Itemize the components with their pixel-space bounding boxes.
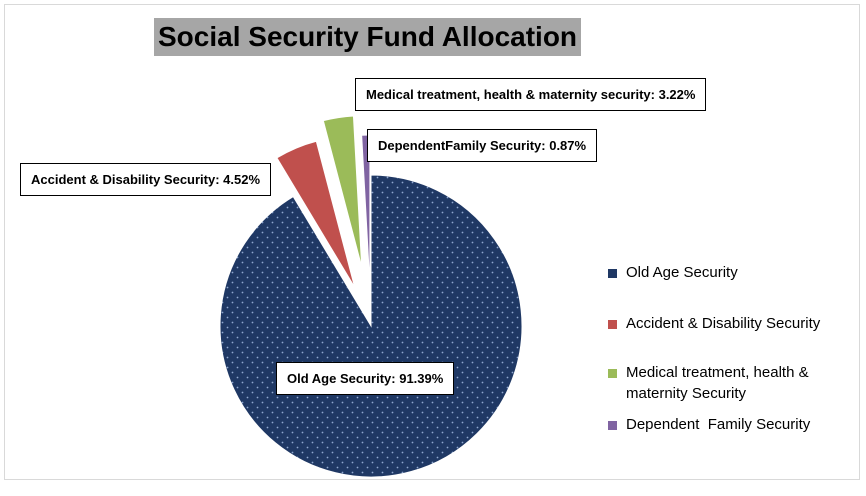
data-label-dependent-family: DependentFamily Security: 0.87% [367, 129, 598, 162]
legend-swatch [608, 320, 617, 329]
legend-item-old-age: Old Age Security [608, 262, 738, 283]
chart-title: Social Security Fund Allocation [154, 18, 582, 56]
data-label-medical-maternity: Medical treatment, health & maternity se… [355, 78, 707, 111]
legend-item-medical-maternity: Medical treatment, health & maternity Se… [608, 362, 838, 404]
legend-label: Medical treatment, health & maternity Se… [626, 364, 809, 402]
legend-swatch [608, 369, 617, 378]
legend-label: Old Age Security [626, 264, 738, 281]
slice-medical-maternity [322, 115, 363, 267]
legend-item-dependent-family: Dependent Family Security [608, 414, 810, 435]
data-label-accident-disability: Accident & Disability Security: 4.52% [20, 163, 272, 196]
legend-swatch [608, 269, 617, 278]
data-label-old-age: Old Age Security: 91.39% [276, 362, 455, 395]
legend-item-accident-disability: Accident & Disability Security [608, 313, 820, 334]
legend-label: Dependent Family Security [626, 416, 811, 433]
legend-swatch [608, 421, 617, 430]
slice-old-age [219, 174, 523, 478]
slice-accident-disability [276, 140, 356, 288]
legend-label: Accident & Disability Security [626, 315, 821, 332]
